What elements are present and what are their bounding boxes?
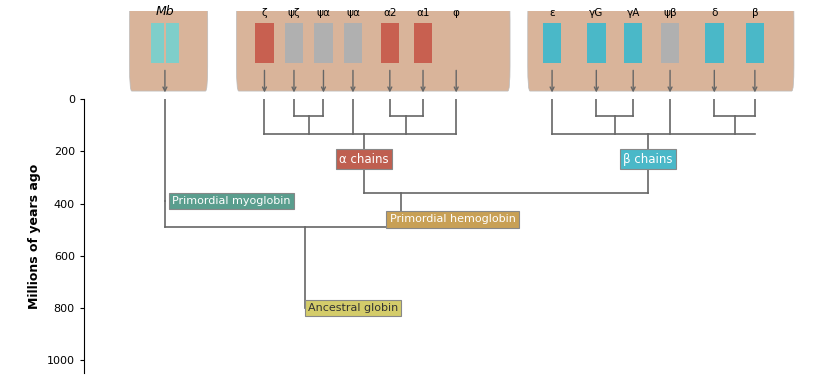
Bar <box>151 23 164 62</box>
Text: Primordial hemoglobin: Primordial hemoglobin <box>390 214 515 224</box>
Text: Primordial myoglobin: Primordial myoglobin <box>172 196 291 206</box>
Text: β chains: β chains <box>623 153 673 166</box>
Text: α2: α2 <box>383 8 396 18</box>
Text: ψβ: ψβ <box>663 8 677 18</box>
Bar <box>256 23 274 62</box>
Bar <box>344 23 362 62</box>
Text: δ: δ <box>711 8 717 18</box>
Bar <box>447 23 465 62</box>
Text: ε: ε <box>549 8 555 18</box>
Bar <box>661 23 680 62</box>
Text: φ: φ <box>453 8 460 18</box>
Bar <box>624 23 643 62</box>
Text: β: β <box>752 8 758 18</box>
Text: γG: γG <box>589 8 603 18</box>
Text: ψα: ψα <box>346 8 360 18</box>
FancyBboxPatch shape <box>528 0 794 91</box>
Bar <box>414 23 432 62</box>
Text: ψα: ψα <box>317 8 330 18</box>
Bar <box>166 23 179 62</box>
Text: α1: α1 <box>416 8 430 18</box>
Y-axis label: Millions of years ago: Millions of years ago <box>28 163 41 309</box>
Bar <box>543 23 561 62</box>
Text: Mb: Mb <box>156 5 174 18</box>
Bar <box>285 23 303 62</box>
Text: γA: γA <box>627 8 640 18</box>
Text: ζ: ζ <box>261 8 267 18</box>
Text: Ancestral globin: Ancestral globin <box>308 303 398 313</box>
Bar <box>705 23 723 62</box>
FancyBboxPatch shape <box>130 0 208 91</box>
Text: α chains: α chains <box>339 153 389 166</box>
Text: ψζ: ψζ <box>287 8 300 18</box>
Bar <box>587 23 606 62</box>
Bar <box>380 23 399 62</box>
Bar <box>314 23 333 62</box>
Bar <box>746 23 764 62</box>
FancyBboxPatch shape <box>236 0 510 91</box>
